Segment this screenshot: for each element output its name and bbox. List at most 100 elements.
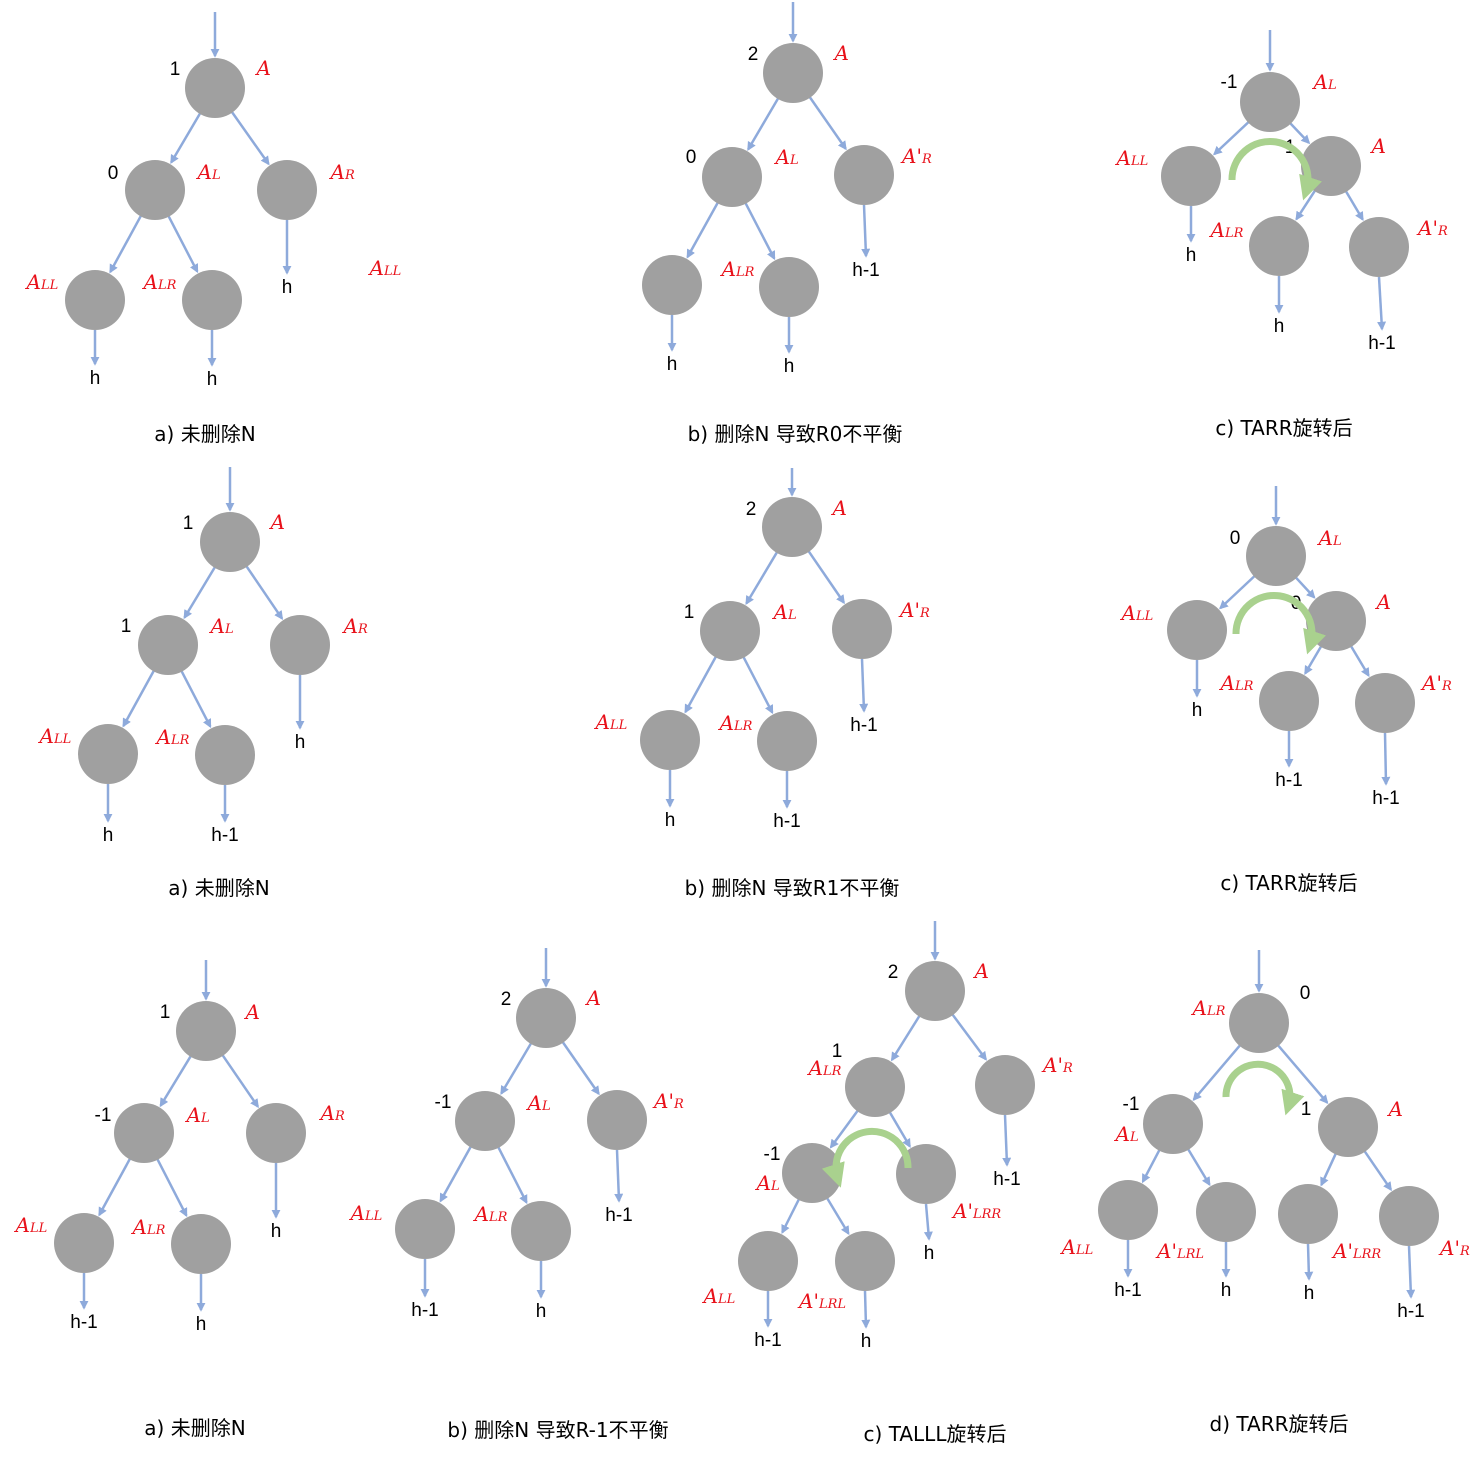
edge-a-to-ar — [230, 110, 270, 166]
balance-factor: -1 — [764, 1144, 781, 1165]
node-label-alr: ALR — [1219, 671, 1254, 695]
node-label-ar: AR — [342, 614, 368, 638]
panel-caption: a) 未删除N — [144, 1416, 245, 1440]
node-label-al: AL — [526, 1091, 551, 1115]
panel-caption: b) 删除N 导致R0不平衡 — [688, 422, 903, 446]
node-aprime-lrl — [1196, 1182, 1256, 1242]
stray-label: ALL — [368, 256, 402, 280]
height-arrow — [1381, 732, 1391, 786]
height-label: h-1 — [773, 811, 800, 832]
height-label: h — [536, 1301, 547, 1322]
node-aprime-r — [975, 1055, 1035, 1115]
node-all — [1161, 146, 1221, 206]
edge-a-to-al — [183, 565, 217, 620]
balance-factor: 1 — [183, 513, 194, 534]
node-alr — [759, 257, 819, 317]
node-label-a: A — [244, 1000, 260, 1024]
node-label-a: A — [1387, 1097, 1403, 1121]
node-all — [395, 1199, 455, 1259]
rotation-arrow — [1222, 1060, 1305, 1116]
height-label: h — [295, 732, 306, 753]
node-label-all: ALL — [594, 710, 628, 734]
node-label-al: AL — [1317, 526, 1342, 550]
node-label-a: A — [831, 496, 847, 520]
edge-al-to-all — [439, 1144, 473, 1203]
node-alr — [1259, 671, 1319, 731]
node-all — [738, 1231, 798, 1291]
node-al — [1143, 1094, 1203, 1154]
height-label: h-1 — [211, 825, 238, 846]
edge-a-to-aprime-r — [1349, 644, 1370, 678]
edge-al-to-all — [98, 1156, 132, 1217]
node-alr — [195, 725, 255, 785]
panel-r0a: h h h 1 0 A AL AR ALL ALR ALL a) 未删除N — [25, 12, 402, 446]
node-aprime-r — [1355, 673, 1415, 733]
edge-a-to-aprime-r — [950, 1012, 987, 1061]
node-aprime-r — [832, 599, 892, 659]
edge-al-to-alr — [166, 214, 199, 274]
node-aprime-r — [587, 1090, 647, 1150]
node-label-alr: ALR — [473, 1202, 508, 1226]
node-label-aprime-lrr: A'LRR — [951, 1199, 1001, 1223]
balance-factor: 0 — [108, 163, 119, 184]
node-label-aprime-r: A'R — [1420, 671, 1452, 695]
node-a — [1318, 1097, 1378, 1157]
height-arrow — [859, 658, 869, 713]
edge-al-to-a — [1294, 575, 1316, 599]
node-a — [185, 58, 245, 118]
height-arrow — [1002, 1114, 1012, 1167]
height-label: h — [1304, 1283, 1315, 1304]
node-al — [455, 1091, 515, 1151]
node-all — [642, 255, 702, 315]
node-alr — [757, 711, 817, 771]
panel-r2b: h-1 h h-1 2 -1 A AL A'R ALL ALR b) 删除N 导致R-1不平衡 — [349, 948, 684, 1442]
node-label-aprime-lrl: A'LRL — [1155, 1239, 1204, 1263]
edge-a-to-al — [159, 1054, 193, 1108]
height-label: h — [282, 277, 293, 298]
height-arrow — [861, 1290, 871, 1329]
balance-factor: 1 — [160, 1002, 171, 1023]
edge-al-to-all — [1213, 120, 1251, 156]
balance-factor: 2 — [746, 499, 757, 520]
edge-al-to-all — [684, 654, 718, 714]
node-label-alr: ALR — [807, 1056, 842, 1080]
height-label: h-1 — [605, 1205, 632, 1226]
node-al — [702, 147, 762, 207]
edge-a-to-al — [500, 1041, 533, 1096]
node-label-aprime-lrl: A'LRL — [797, 1289, 846, 1313]
balance-factor: -1 — [95, 1105, 112, 1126]
balance-factor: 1 — [832, 1041, 843, 1062]
node-label-all: ALL — [25, 270, 59, 294]
node-label-aprime-r: A'R — [652, 1089, 684, 1113]
edge-a-to-alr — [890, 1014, 922, 1062]
node-all — [54, 1213, 114, 1273]
node-label-aprime-r: A'R — [1416, 216, 1448, 240]
node-label-alr: ALR — [155, 725, 190, 749]
panel-r2d: h-1 h h h-1 0 -1 1 ALR AL A ALL A'LRL A'LRR A'R d) TAR… — [1060, 950, 1470, 1436]
node-label-al: AL — [772, 600, 797, 624]
edge-al-to-a — [1288, 121, 1311, 145]
height-label: h — [924, 1243, 935, 1264]
node-label-a: A — [585, 986, 601, 1010]
node-alr — [1229, 993, 1289, 1053]
node-label-a: A — [1375, 590, 1391, 614]
height-label: h-1 — [411, 1300, 438, 1321]
height-label: h-1 — [1397, 1301, 1424, 1322]
node-label-a: A — [973, 959, 989, 983]
edge-a-to-aprime-lrr — [1320, 1151, 1338, 1187]
node-aprime-r — [834, 145, 894, 205]
edge-a-to-aprime-r — [1344, 189, 1364, 222]
height-label: h-1 — [1275, 770, 1302, 791]
edge-a-to-ar — [220, 1053, 259, 1109]
node-al — [1240, 72, 1300, 132]
node-label-al: AL — [774, 145, 799, 169]
height-label: h — [665, 810, 676, 831]
balance-factor: 1 — [684, 602, 695, 623]
edge-al-to-alr — [179, 669, 212, 729]
node-a — [200, 512, 260, 572]
panel-caption: c) TARR旋转后 — [1215, 416, 1352, 440]
edge-al-to-all — [109, 213, 143, 274]
height-label: h-1 — [1372, 788, 1399, 809]
